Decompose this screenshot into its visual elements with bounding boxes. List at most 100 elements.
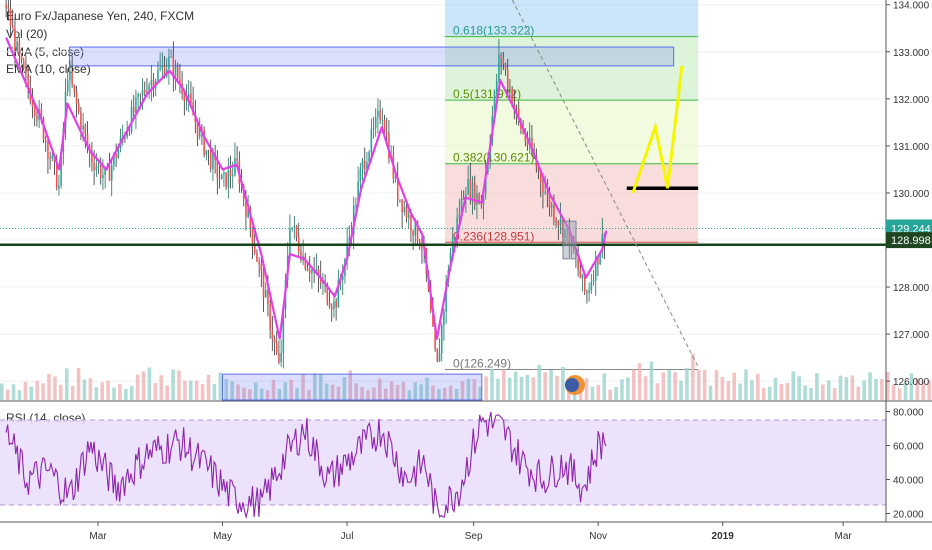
volume-bar <box>525 374 530 400</box>
candle-body <box>480 203 483 205</box>
volume-bar <box>815 373 819 400</box>
candle-body <box>469 178 472 200</box>
volume-bar <box>383 388 388 400</box>
candle-body <box>152 79 155 89</box>
candle-body <box>473 182 476 205</box>
candle-body <box>374 117 377 128</box>
candle-body <box>443 311 445 326</box>
candle-body <box>335 300 337 308</box>
volume-bar <box>519 376 524 400</box>
volume-bar <box>567 386 571 400</box>
volume-bar <box>11 384 16 400</box>
candle-body <box>108 165 111 181</box>
volume-bar <box>809 388 813 400</box>
time-tick-label: Mar <box>835 531 853 542</box>
candle-body <box>203 129 205 155</box>
candle-body <box>14 28 16 51</box>
candle-body <box>231 175 234 177</box>
volume-legend[interactable]: Vol (20) <box>6 27 48 41</box>
volume-bar <box>773 377 778 400</box>
candle-body <box>306 268 309 271</box>
volume-bar <box>584 378 589 400</box>
volume-bar <box>189 380 193 400</box>
volume-bar <box>448 385 453 400</box>
candle-body <box>594 256 597 281</box>
volume-bar <box>378 378 382 400</box>
candle-body <box>223 172 225 175</box>
range-rectangle <box>222 373 483 401</box>
candle-body <box>322 282 324 284</box>
candle-body <box>82 125 84 130</box>
volume-bar <box>348 370 353 400</box>
candle-body <box>363 160 366 170</box>
candle-body <box>130 107 133 132</box>
volume-bar <box>82 379 87 400</box>
candle-body <box>348 237 351 244</box>
candle-body <box>548 192 551 208</box>
candle-body <box>531 137 533 152</box>
candle-body <box>264 290 267 298</box>
volume-bar <box>484 376 488 400</box>
candle-body <box>86 134 89 147</box>
candle-body <box>18 41 21 56</box>
rsi-tick-label: 20.000 <box>893 510 924 521</box>
candle-body <box>218 178 221 179</box>
volume-bar <box>17 390 22 400</box>
volume-bar <box>53 376 57 400</box>
candle-body <box>588 290 590 294</box>
price-tick-label: 130.000 <box>893 189 930 200</box>
volume-bar <box>655 383 660 400</box>
volume-bar <box>891 384 896 400</box>
volume-bar <box>850 375 855 400</box>
chart-title: Euro Fx/Japanese Yen, 240, FXCM <box>6 9 195 23</box>
volume-bar <box>41 383 45 400</box>
volume-bar <box>147 367 152 400</box>
candle-body <box>159 67 161 70</box>
candle-body <box>236 158 238 162</box>
fib-level-label: 0.5(131.972) <box>453 87 521 101</box>
candle-body <box>91 153 93 163</box>
trend-line <box>511 0 699 368</box>
candle-body <box>478 193 480 204</box>
candle-body <box>583 274 586 292</box>
volume-bar <box>330 384 335 400</box>
candle-body <box>163 65 166 77</box>
volume-bar <box>756 373 760 400</box>
candle-body <box>33 107 36 116</box>
volume-bar <box>614 387 618 400</box>
candle-body <box>66 80 69 92</box>
candle-body <box>170 56 172 58</box>
candle-body <box>198 127 201 137</box>
volume-bar <box>224 379 228 400</box>
candle-body <box>341 275 344 280</box>
candle-body <box>542 182 544 193</box>
volume-bar <box>0 383 4 400</box>
volume-bar <box>927 379 931 400</box>
volume-bar <box>779 383 784 400</box>
candle-body <box>346 243 348 260</box>
rsi-band <box>0 420 886 505</box>
candle-body <box>291 227 293 230</box>
candle-body <box>11 25 14 29</box>
candle-body <box>128 131 131 132</box>
volume-bar <box>106 380 110 400</box>
candle-body <box>185 97 188 102</box>
candle-body <box>590 281 593 291</box>
candle-body <box>500 55 502 59</box>
volume-bar <box>596 384 601 400</box>
candle-body <box>410 214 412 231</box>
candle-body <box>592 280 595 282</box>
candle-body <box>319 276 322 284</box>
volume-bar <box>661 372 666 400</box>
candle-body <box>104 168 106 175</box>
fib-zone <box>445 0 699 37</box>
volume-bar <box>360 386 364 400</box>
candle-body <box>539 171 542 183</box>
candle-body <box>20 55 23 61</box>
candle-body <box>553 204 555 220</box>
volume-bar <box>29 386 34 400</box>
candle-body <box>42 118 45 140</box>
candle-body <box>262 271 265 298</box>
volume-bar <box>407 390 412 400</box>
